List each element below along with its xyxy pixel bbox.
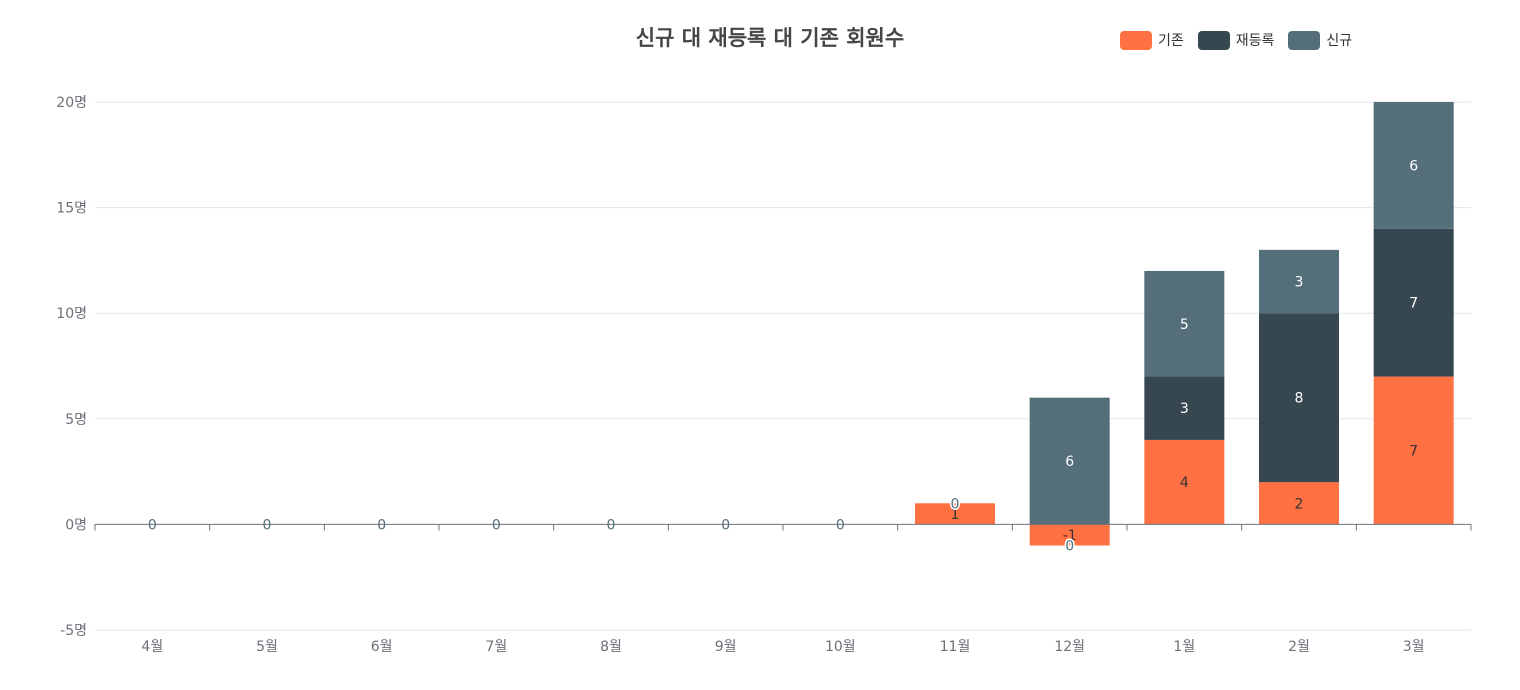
x-tick-label: 11월 [940,639,971,655]
bar-new[interactable] [1373,102,1454,229]
legend-swatch-existing [1120,30,1152,50]
bar-label: 6 [1065,454,1074,470]
bar-label: 3 [1295,275,1304,291]
bar-label: 4 [1180,475,1189,491]
x-tick-label: 2월 [1288,639,1310,655]
x-tick-label: 7월 [485,639,507,655]
y-tick-label: -5명 [60,623,87,639]
x-tick-label: 3월 [1403,639,1425,655]
bar-label-zero: 0 [1065,539,1074,555]
bar-label: 3 [1180,401,1189,417]
bar-label-zero: 0 [607,517,616,533]
bar-label-zero: 0 [721,517,730,533]
bar-label: 7 [1409,296,1418,312]
bar-label: 5 [1180,317,1189,333]
legend-swatch-reregistered [1197,30,1230,50]
bar-label: 1 [951,507,960,523]
x-tick-label: 9월 [715,639,737,655]
bar-reregistered[interactable] [1144,376,1225,440]
legend-label-reregistered: 재등록 [1235,33,1275,49]
bar-label: 8 [1295,391,1304,407]
bar-existing[interactable] [1144,439,1225,525]
y-tick-label: 5명 [65,412,87,428]
x-tick-label: 12월 [1054,639,1085,655]
x-tick-label: 8월 [600,639,622,655]
bar-label-zero: 0 [377,517,386,533]
bar-existing[interactable] [1373,376,1454,525]
y-tick-label: 10명 [56,306,87,322]
y-tick-label: 15명 [56,201,87,217]
x-tick-label: 1월 [1173,639,1195,655]
legend-item-reregistered[interactable]: 재등록 [1197,30,1275,50]
bar-new[interactable] [1259,249,1339,314]
legend-item-new[interactable]: 신규 [1288,30,1352,50]
bar-reregistered[interactable] [1373,228,1454,377]
legend-label-existing: 기존 [1158,33,1184,49]
bar-existing[interactable] [1029,524,1110,546]
x-tick-label: 5월 [256,639,278,655]
y-tick-label: 20명 [56,95,87,111]
bar-new[interactable] [1144,270,1225,377]
bar-new[interactable] [1029,397,1110,525]
legend-item-existing[interactable]: 기존 [1120,30,1184,50]
bar-existing[interactable] [915,503,995,525]
chart-title: 신규 대 재등록 대 기존 회원수 [635,26,905,50]
legend-label-new: 신규 [1326,33,1353,49]
bar-label-zero: 0 [836,517,845,533]
bar-label: 6 [1409,158,1418,174]
bar-label-zero: 0 [263,517,272,533]
x-tick-label: 10월 [825,639,856,655]
bar-label-zero: 0 [951,496,960,512]
bar-label: -1 [1063,528,1077,544]
bar-label: 7 [1409,443,1418,459]
bar-label-zero: 0 [148,517,157,533]
y-tick-label: 0명 [65,517,87,533]
bar-label-zero: 0 [492,517,501,533]
bar-reregistered[interactable] [1259,313,1339,483]
legend-swatch-new [1288,30,1321,50]
x-tick-label: 4월 [141,639,163,655]
bar-label: 2 [1295,496,1304,512]
x-tick-label: 6월 [371,639,393,655]
bar-existing[interactable] [1259,482,1339,525]
legend: 기존 재등록 신규 [1120,30,1366,50]
